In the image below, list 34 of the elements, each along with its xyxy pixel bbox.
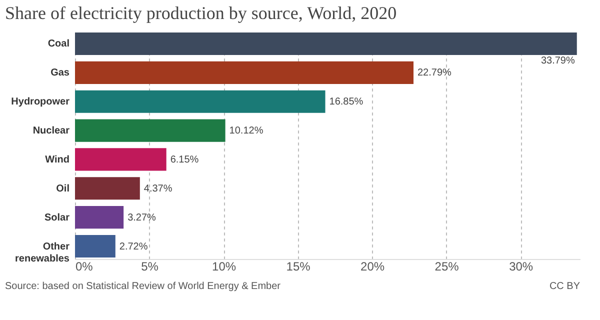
data-label: 6.15% (170, 154, 199, 166)
data-label: 3.27% (128, 212, 156, 224)
y-tick-label: Nuclear (32, 126, 70, 137)
x-tick-label: 5% (141, 260, 159, 274)
data-label: 16.85% (329, 96, 364, 108)
x-tick-label: 15% (286, 260, 311, 274)
x-tick-label: 25% (434, 260, 460, 274)
y-tick-label: Solar (44, 212, 70, 224)
data-label: 33.79% (540, 56, 575, 67)
bar (75, 206, 124, 229)
y-tick-label: Wind (45, 154, 70, 166)
x-tick-label: 0% (76, 260, 94, 274)
y-tick-label: Other renewables (15, 241, 70, 264)
bar (75, 119, 226, 142)
source-note: Source: based on Statistical Review of World Energy & Ember (5, 281, 282, 292)
x-tick-label: 20% (360, 260, 385, 274)
y-tick-label: Oil (56, 183, 70, 194)
bar (75, 32, 577, 56)
bar (75, 61, 414, 84)
data-label: 22.79% (418, 68, 452, 79)
data-label: 10.12% (229, 126, 264, 137)
bar (75, 177, 140, 200)
y-tick-label: Hydropower (11, 96, 70, 108)
y-tick-label: Gas (50, 68, 70, 79)
chart-title: Share of electricity production by source, World, 2020 (5, 3, 397, 23)
bar (75, 90, 326, 113)
x-tick-label: 30% (509, 260, 534, 274)
data-label: 4.37% (144, 183, 172, 194)
text: CC BY (549, 281, 580, 292)
x-tick-label: 10% (212, 260, 236, 274)
y-tick-label: Coal (48, 38, 70, 50)
bar (75, 148, 166, 171)
bar (75, 234, 116, 258)
data-label: 2.72% (119, 241, 148, 252)
